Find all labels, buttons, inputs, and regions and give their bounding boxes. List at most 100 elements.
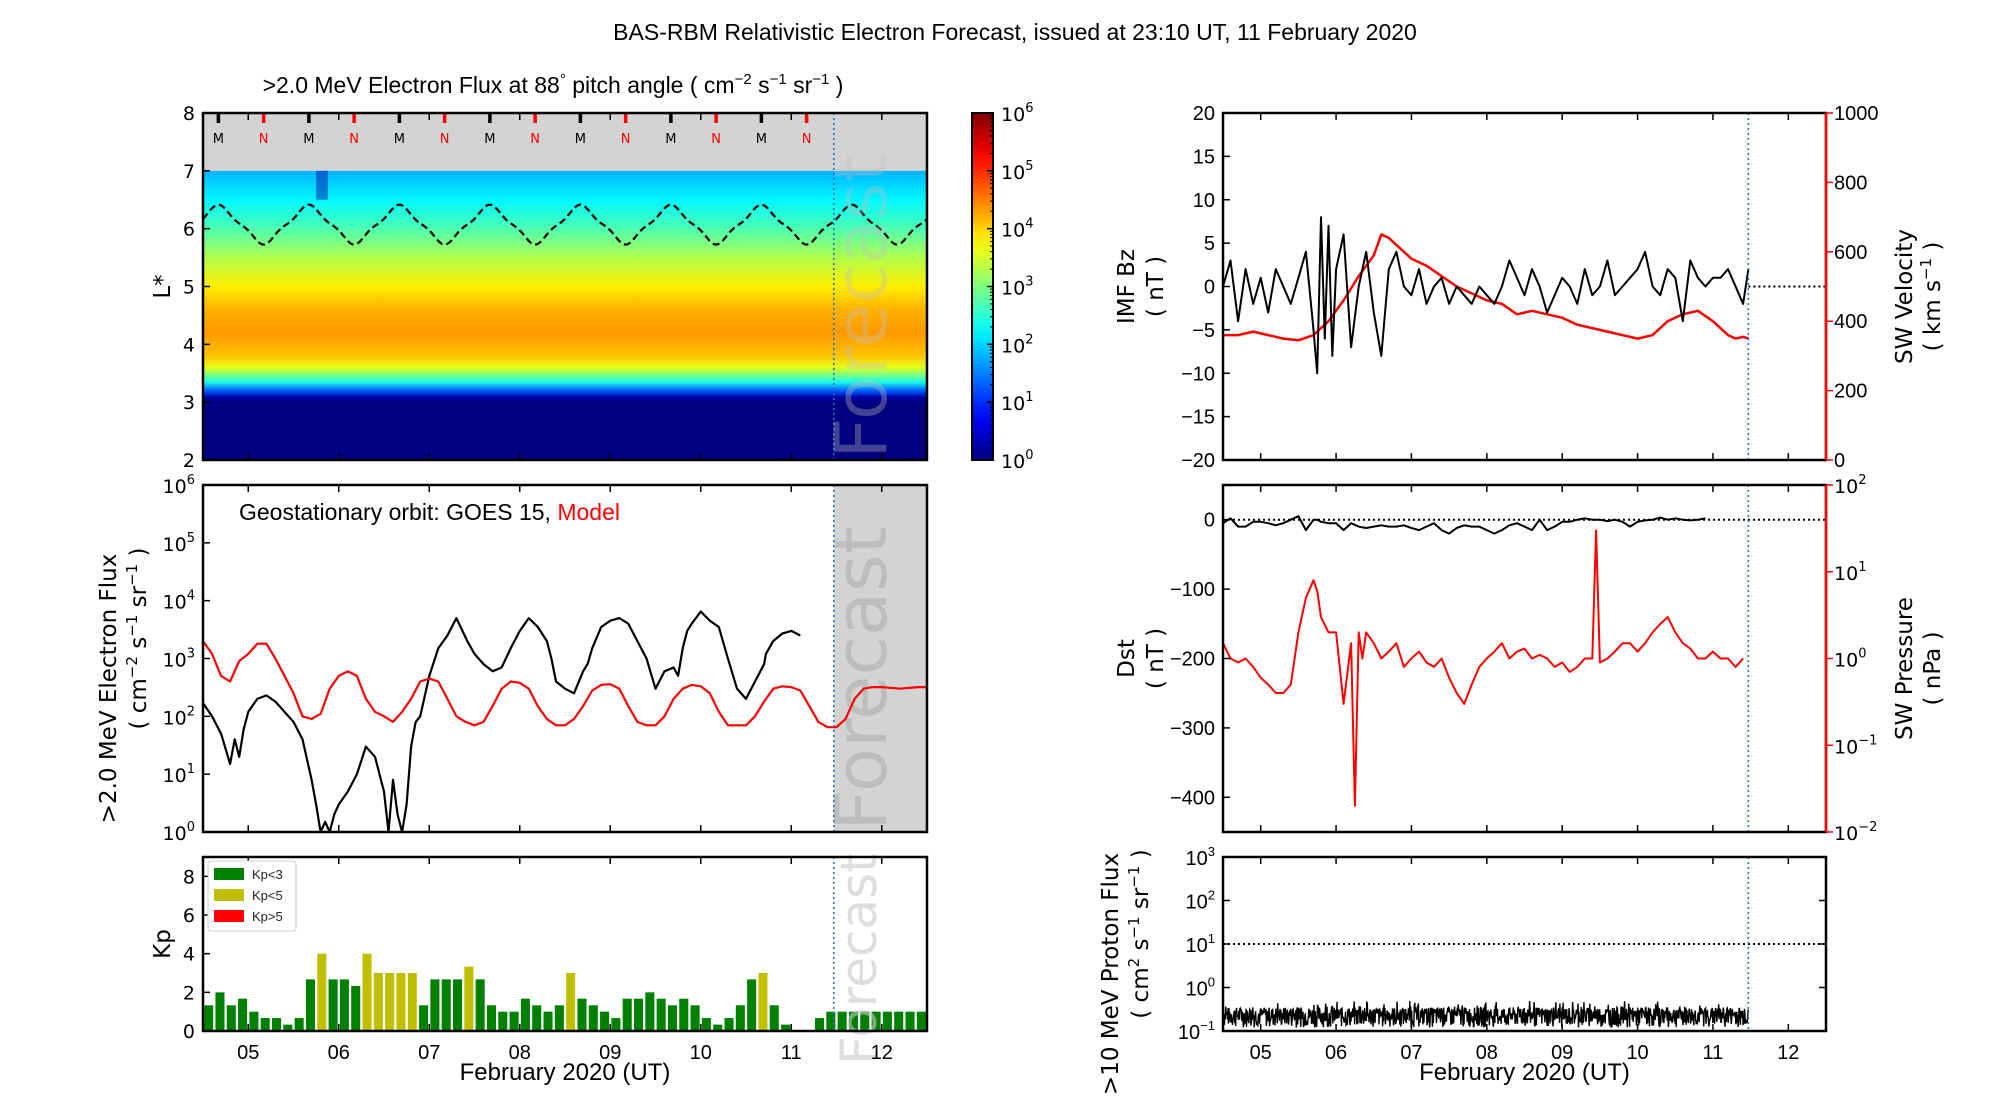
- mlt-marker-label: N: [711, 132, 721, 147]
- proton-flux-panel: 05 06 07 08 09 10 11 12 10−1 100 101 102 103 >10 MeV …: [1098, 844, 1828, 1095]
- kp-bar: [339, 979, 349, 1031]
- y-tick-label-right: 800: [1834, 172, 1867, 194]
- imf-bz-line: [1222, 216, 1750, 375]
- sw-pressure-line: [1222, 529, 1744, 807]
- kp-bar: [441, 979, 451, 1031]
- kp-bar: [396, 973, 406, 1031]
- y-tick-label: 8: [183, 866, 195, 888]
- flux-dropout-streak: [316, 170, 328, 200]
- sw-velocity-line: [1223, 233, 1749, 342]
- y-tick-label: 100: [1186, 975, 1215, 1001]
- y-tick-label: 102: [1186, 888, 1215, 914]
- y-tick-label: 6: [183, 905, 195, 927]
- x-tick-label: 10: [690, 1042, 712, 1064]
- colorbar-tick-label: 104: [1001, 217, 1033, 242]
- y-tick-label: 10: [1193, 190, 1215, 212]
- forecast-watermark: Forecast: [830, 853, 888, 1065]
- kp-bar: [509, 1011, 519, 1031]
- forecast-watermark: Forecast: [819, 526, 903, 831]
- kp-bar: [566, 973, 576, 1031]
- figure-title: BAS-RBM Relativistic Electron Forecast, …: [613, 19, 1417, 45]
- kp-bar: [385, 973, 395, 1031]
- kp-bar: [260, 1018, 270, 1031]
- y-tick-label: −200: [1170, 649, 1215, 671]
- kp-bar: [848, 1011, 858, 1031]
- y-tick-label-right: 100: [1834, 647, 1866, 672]
- model-flux-line: [202, 640, 927, 729]
- kp-bar: [645, 992, 655, 1031]
- kp-bar: [317, 953, 327, 1031]
- proton-flux-line: [1222, 1001, 1749, 1028]
- sw-velocity-ylabel-line1: SW Velocity: [1892, 229, 1918, 364]
- y-tick-label: −400: [1170, 787, 1215, 809]
- colorbar-tick-label: 102: [1001, 332, 1033, 357]
- forecast-watermark: Forecast: [819, 154, 903, 459]
- kp-bar: [916, 1011, 926, 1031]
- y-tick-label: 7: [183, 161, 195, 183]
- y-tick-label: 5: [1204, 233, 1215, 255]
- colorbar-tick-label: 106: [1001, 101, 1033, 126]
- kp-bar: [871, 1011, 881, 1031]
- mlt-marker-label: N: [802, 132, 812, 147]
- y-tick-label: 10−1: [1178, 1018, 1215, 1044]
- kp-bar: [837, 1011, 847, 1031]
- kp-bar: [747, 979, 757, 1031]
- y-tick-label: 4: [183, 334, 195, 356]
- forecast-shaded-region: [833, 485, 927, 832]
- goes-flux-panel: Forecast 100 101 102 103 104 105 106 Geostationa…: [96, 473, 929, 845]
- y-tick-label: 0: [1204, 277, 1215, 299]
- kp-bar: [475, 979, 485, 1031]
- y-tick-label: 104: [163, 589, 195, 614]
- y-tick-label: 103: [1186, 844, 1215, 870]
- y-tick-label: −100: [1170, 579, 1215, 601]
- x-tick-label: 11: [1703, 1042, 1724, 1064]
- x-tick-label: 12: [871, 1042, 893, 1064]
- y-tick-label: 20: [1193, 103, 1215, 125]
- x-tick-label: 10: [1626, 1042, 1648, 1064]
- x-tick-label: 05: [1250, 1042, 1272, 1064]
- kp-bar: [588, 1005, 598, 1031]
- kp-bar: [305, 979, 315, 1031]
- legend-label: Kp<3: [252, 867, 283, 882]
- kp-bar: [362, 953, 372, 1031]
- legend-swatch: [214, 889, 244, 901]
- x-tick-label: 08: [509, 1042, 531, 1064]
- kp-bar: [690, 1005, 700, 1031]
- heatmap-title: >2.0 MeV Electron Flux at 88° pitch angl…: [263, 71, 844, 98]
- kp-bar: [577, 998, 587, 1031]
- kp-bar: [453, 979, 463, 1031]
- dst-line: [1222, 515, 1706, 535]
- kp-bar: [815, 1018, 825, 1031]
- kp-bar: [520, 998, 530, 1031]
- sw-pressure-ylabel-line2: ( nPa ): [1920, 631, 1946, 705]
- kp-bar: [701, 1018, 711, 1031]
- kp-bar: [894, 1011, 904, 1031]
- y-tick-label-right: 0: [1834, 450, 1845, 472]
- kp-bar: [351, 985, 361, 1031]
- last-closed-drift-shell-curve: [202, 203, 928, 246]
- colorbar-tick-label: 103: [1001, 275, 1033, 300]
- mlt-marker-label: N: [440, 132, 450, 147]
- kp-bar: [713, 1024, 723, 1031]
- proton-ylabel-line2: ( cm2 s−1 sr−1 ): [1125, 849, 1154, 1018]
- mlt-marker-label: N: [621, 132, 631, 147]
- kp-bar: [283, 1024, 293, 1031]
- y-tick-label: 2: [183, 450, 195, 472]
- kp-bar: [679, 998, 689, 1031]
- y-tick-label-right: 1000: [1834, 103, 1879, 125]
- y-tick-label: 105: [163, 531, 195, 556]
- kp-bar: [882, 1011, 892, 1031]
- y-tick-label: 15: [1193, 146, 1215, 168]
- kp-bar: [294, 1018, 304, 1031]
- dst-frame: [1221, 483, 1828, 834]
- imf-bz-ylabel-line1: IMF Bz: [1114, 249, 1140, 324]
- y-tick-label: 102: [163, 704, 195, 729]
- goes-legend-text: Geostationary orbit: GOES 15, Model: [239, 499, 620, 525]
- y-tick-label: −10: [1181, 363, 1215, 385]
- y-tick-label-right: 10−2: [1834, 820, 1877, 845]
- kp-bar: [905, 1011, 915, 1031]
- x-tick-label: 09: [599, 1042, 621, 1064]
- y-tick-label-right: 600: [1834, 242, 1867, 264]
- kp-bar: [407, 973, 417, 1031]
